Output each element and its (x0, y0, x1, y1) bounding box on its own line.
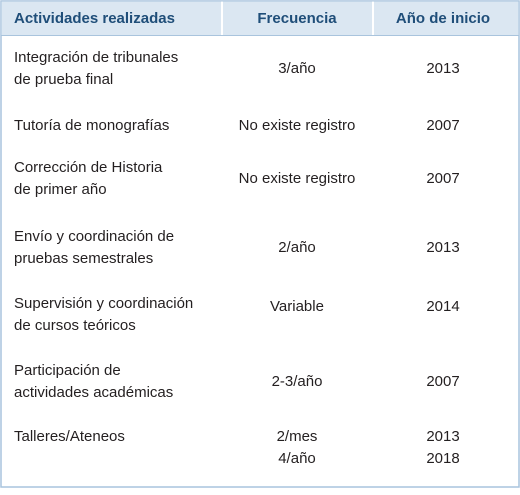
header-cell: Actividades realizadas (14, 10, 175, 27)
table-cell: Supervisión y coordinación (14, 295, 193, 312)
table-cell: Talleres/Ateneos (14, 428, 125, 445)
table-cell: Envío y coordinación de (14, 228, 174, 245)
table-cell: 2007 (426, 117, 459, 134)
table-cell: de primer año (14, 181, 107, 198)
header-background (1, 1, 519, 36)
table-cell: Variable (270, 298, 324, 315)
table-cell: 2013 (426, 428, 459, 445)
table-cell: Tutoría de monografías (14, 117, 169, 134)
table-cell: 2-3/año (272, 373, 323, 390)
table-cell: de prueba final (14, 71, 113, 88)
table-cell: 4/año (278, 450, 316, 467)
table-cell: 2014 (426, 298, 459, 315)
table-cell: Participación de (14, 362, 121, 379)
table-cell: No existe registro (239, 117, 356, 134)
table-cell: pruebas semestrales (14, 250, 153, 267)
table-cell: 2013 (426, 239, 459, 256)
table-cell: 3/año (278, 60, 316, 77)
table-cell: 2007 (426, 373, 459, 390)
table-cell: 2018 (426, 450, 459, 467)
table-cell: de cursos teóricos (14, 317, 136, 334)
table-cell: 2/año (278, 239, 316, 256)
table-cell: No existe registro (239, 170, 356, 187)
table-cell: actividades académicas (14, 384, 173, 401)
header-cell: Frecuencia (257, 10, 337, 27)
table-cell: Corrección de Historia (14, 159, 163, 176)
table-cell: Integración de tribunales (14, 49, 178, 66)
header-cell: Año de inicio (396, 10, 490, 27)
table-cell: 2013 (426, 60, 459, 77)
table-cell: 2/mes (277, 428, 318, 445)
table-cell: 2007 (426, 170, 459, 187)
